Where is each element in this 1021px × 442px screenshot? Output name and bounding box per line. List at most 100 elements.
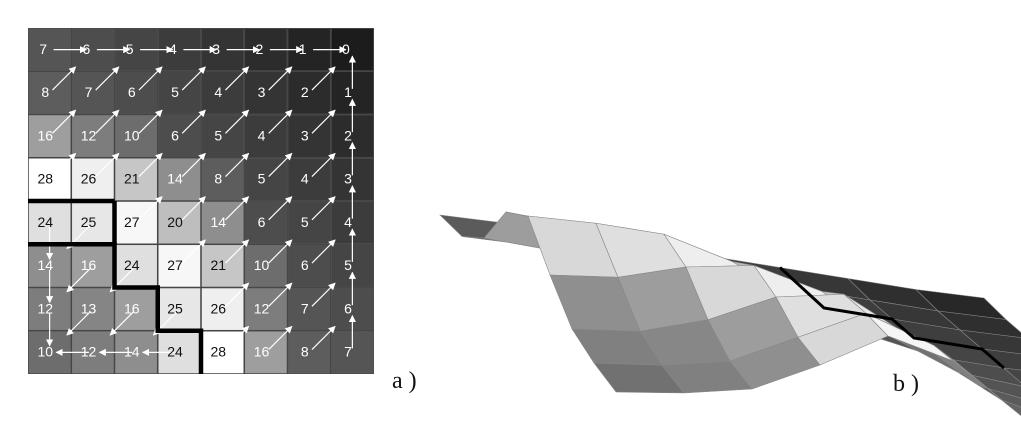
gradient-arrow (66, 268, 91, 293)
gradient-arrow (268, 152, 293, 177)
grid-numbers: 7 6 5 4 3 2 1 08 7 6 5 4 3 2 116 12 10 6 5 4 3 228 26 21 14 8 5 4 32… (38, 41, 353, 360)
grid-cell-value: 4 (214, 84, 222, 100)
grid-cell-value: 4 (258, 127, 266, 143)
grid-cell-value: 14 (124, 344, 140, 360)
grid-cell (157, 157, 201, 201)
grid-cell-value: 10 (124, 127, 140, 143)
grid-cell-value: 0 (342, 41, 350, 57)
grid-cell-value: 4 (344, 214, 352, 230)
grid-cell-value: 2 (344, 127, 352, 143)
gradient-arrow (138, 109, 163, 134)
grid-cell-value: 16 (254, 344, 270, 360)
grid-cell-value: 14 (167, 171, 183, 187)
gradient-arrow (225, 152, 250, 177)
grid-cell-value: 5 (214, 127, 222, 143)
gradient-arrow (225, 325, 250, 350)
grid-cell-value: 28 (38, 171, 54, 187)
surface-ridge (778, 266, 1005, 370)
grid-cell-value: 12 (81, 344, 97, 360)
grid-cell-value: 2 (255, 41, 263, 57)
grid-cell-value: 5 (301, 214, 309, 230)
grid-cell-value: 13 (81, 300, 97, 316)
grid-cell-value: 16 (81, 257, 97, 273)
grid-cell-value: 5 (258, 171, 266, 187)
surface-face (1001, 399, 1021, 416)
grid-cell-value: 12 (81, 127, 97, 143)
grid-cell-value: 26 (81, 171, 97, 187)
gradient-arrow (109, 311, 134, 336)
gradient-arrow (225, 239, 250, 264)
gradient-arrow (95, 152, 120, 177)
gradient-arrow (268, 196, 293, 221)
gradient-arrow (268, 109, 293, 134)
grid-cell-value: 16 (38, 127, 54, 143)
gradient-arrow (311, 66, 336, 91)
gradient-arrow (181, 109, 206, 134)
gradient-arrow (311, 109, 336, 134)
surface-face (937, 310, 1021, 338)
gradient-arrow (311, 325, 336, 350)
grid-cell-value: 5 (171, 84, 179, 100)
grid-cell (201, 201, 245, 245)
grid-cell-value: 4 (169, 41, 177, 57)
grid-cell (114, 157, 158, 201)
gradient-arrow (225, 109, 250, 134)
grid-cell-value: 8 (214, 171, 222, 187)
panel-b-label: b ) (893, 371, 919, 397)
gradient-arrow (225, 282, 250, 307)
grid-cell-value: 8 (301, 344, 309, 360)
gradient-arrow (138, 196, 163, 221)
grid-cell-value: 21 (124, 171, 140, 187)
gradient-arrow (181, 152, 206, 177)
grid-cell-value: 12 (38, 300, 54, 316)
gradient-arrow (95, 109, 120, 134)
gradient-arrow (268, 325, 293, 350)
gradient-arrow (181, 66, 206, 91)
grid-cell-value: 24 (38, 214, 54, 230)
grid-cell-value: 27 (167, 257, 183, 273)
gradient-arrow (268, 66, 293, 91)
grid-cell-value: 1 (299, 41, 307, 57)
grid-cell-value: 6 (258, 214, 266, 230)
gradient-arrow (52, 66, 77, 91)
gradient-arrow (52, 152, 77, 177)
grid-cell-value: 8 (41, 84, 49, 100)
grid-cell-value: 27 (124, 214, 140, 230)
grid-cell-value: 6 (344, 300, 352, 316)
grid-cell-value: 24 (124, 257, 140, 273)
gradient-arrow (138, 152, 163, 177)
grid-cell-value: 25 (81, 214, 97, 230)
grid-cell-value: 7 (39, 41, 47, 57)
gradient-arrow (268, 282, 293, 307)
panel-a-label: a ) (392, 368, 417, 394)
grid-cell-value: 3 (344, 171, 352, 187)
grid-cell-value: 4 (301, 171, 309, 187)
grid-cell-value: 2 (301, 84, 309, 100)
grid-cell-value: 6 (82, 41, 90, 57)
grid-cell-value: 14 (38, 257, 54, 273)
grid-cell-value: 10 (38, 344, 54, 360)
grid-cell-value: 3 (301, 127, 309, 143)
ridge-boundary-line (28, 198, 204, 374)
grid-cell-value: 3 (212, 41, 220, 57)
grid-cell-value: 1 (344, 84, 352, 100)
gradient-arrow (66, 311, 91, 336)
surface-face (1003, 367, 1021, 384)
grid-cell-value: 25 (167, 300, 183, 316)
surface-ridge-line (778, 266, 1005, 370)
grid-cell-value: 5 (344, 257, 352, 273)
gradient-arrow (225, 196, 250, 221)
grid-cell-value: 20 (167, 214, 183, 230)
gradient-arrow (52, 109, 77, 134)
grid-cell-value: 7 (344, 344, 352, 360)
surface-mesh (439, 211, 1021, 416)
grid-cell-value: 21 (211, 257, 227, 273)
surface-face (933, 345, 1021, 416)
grid-cell-value: 6 (128, 84, 136, 100)
gradient-arrow (95, 66, 120, 91)
gradient-arrow (181, 239, 206, 264)
grid-cell-value: 26 (211, 300, 227, 316)
gradient-arrow (311, 152, 336, 177)
